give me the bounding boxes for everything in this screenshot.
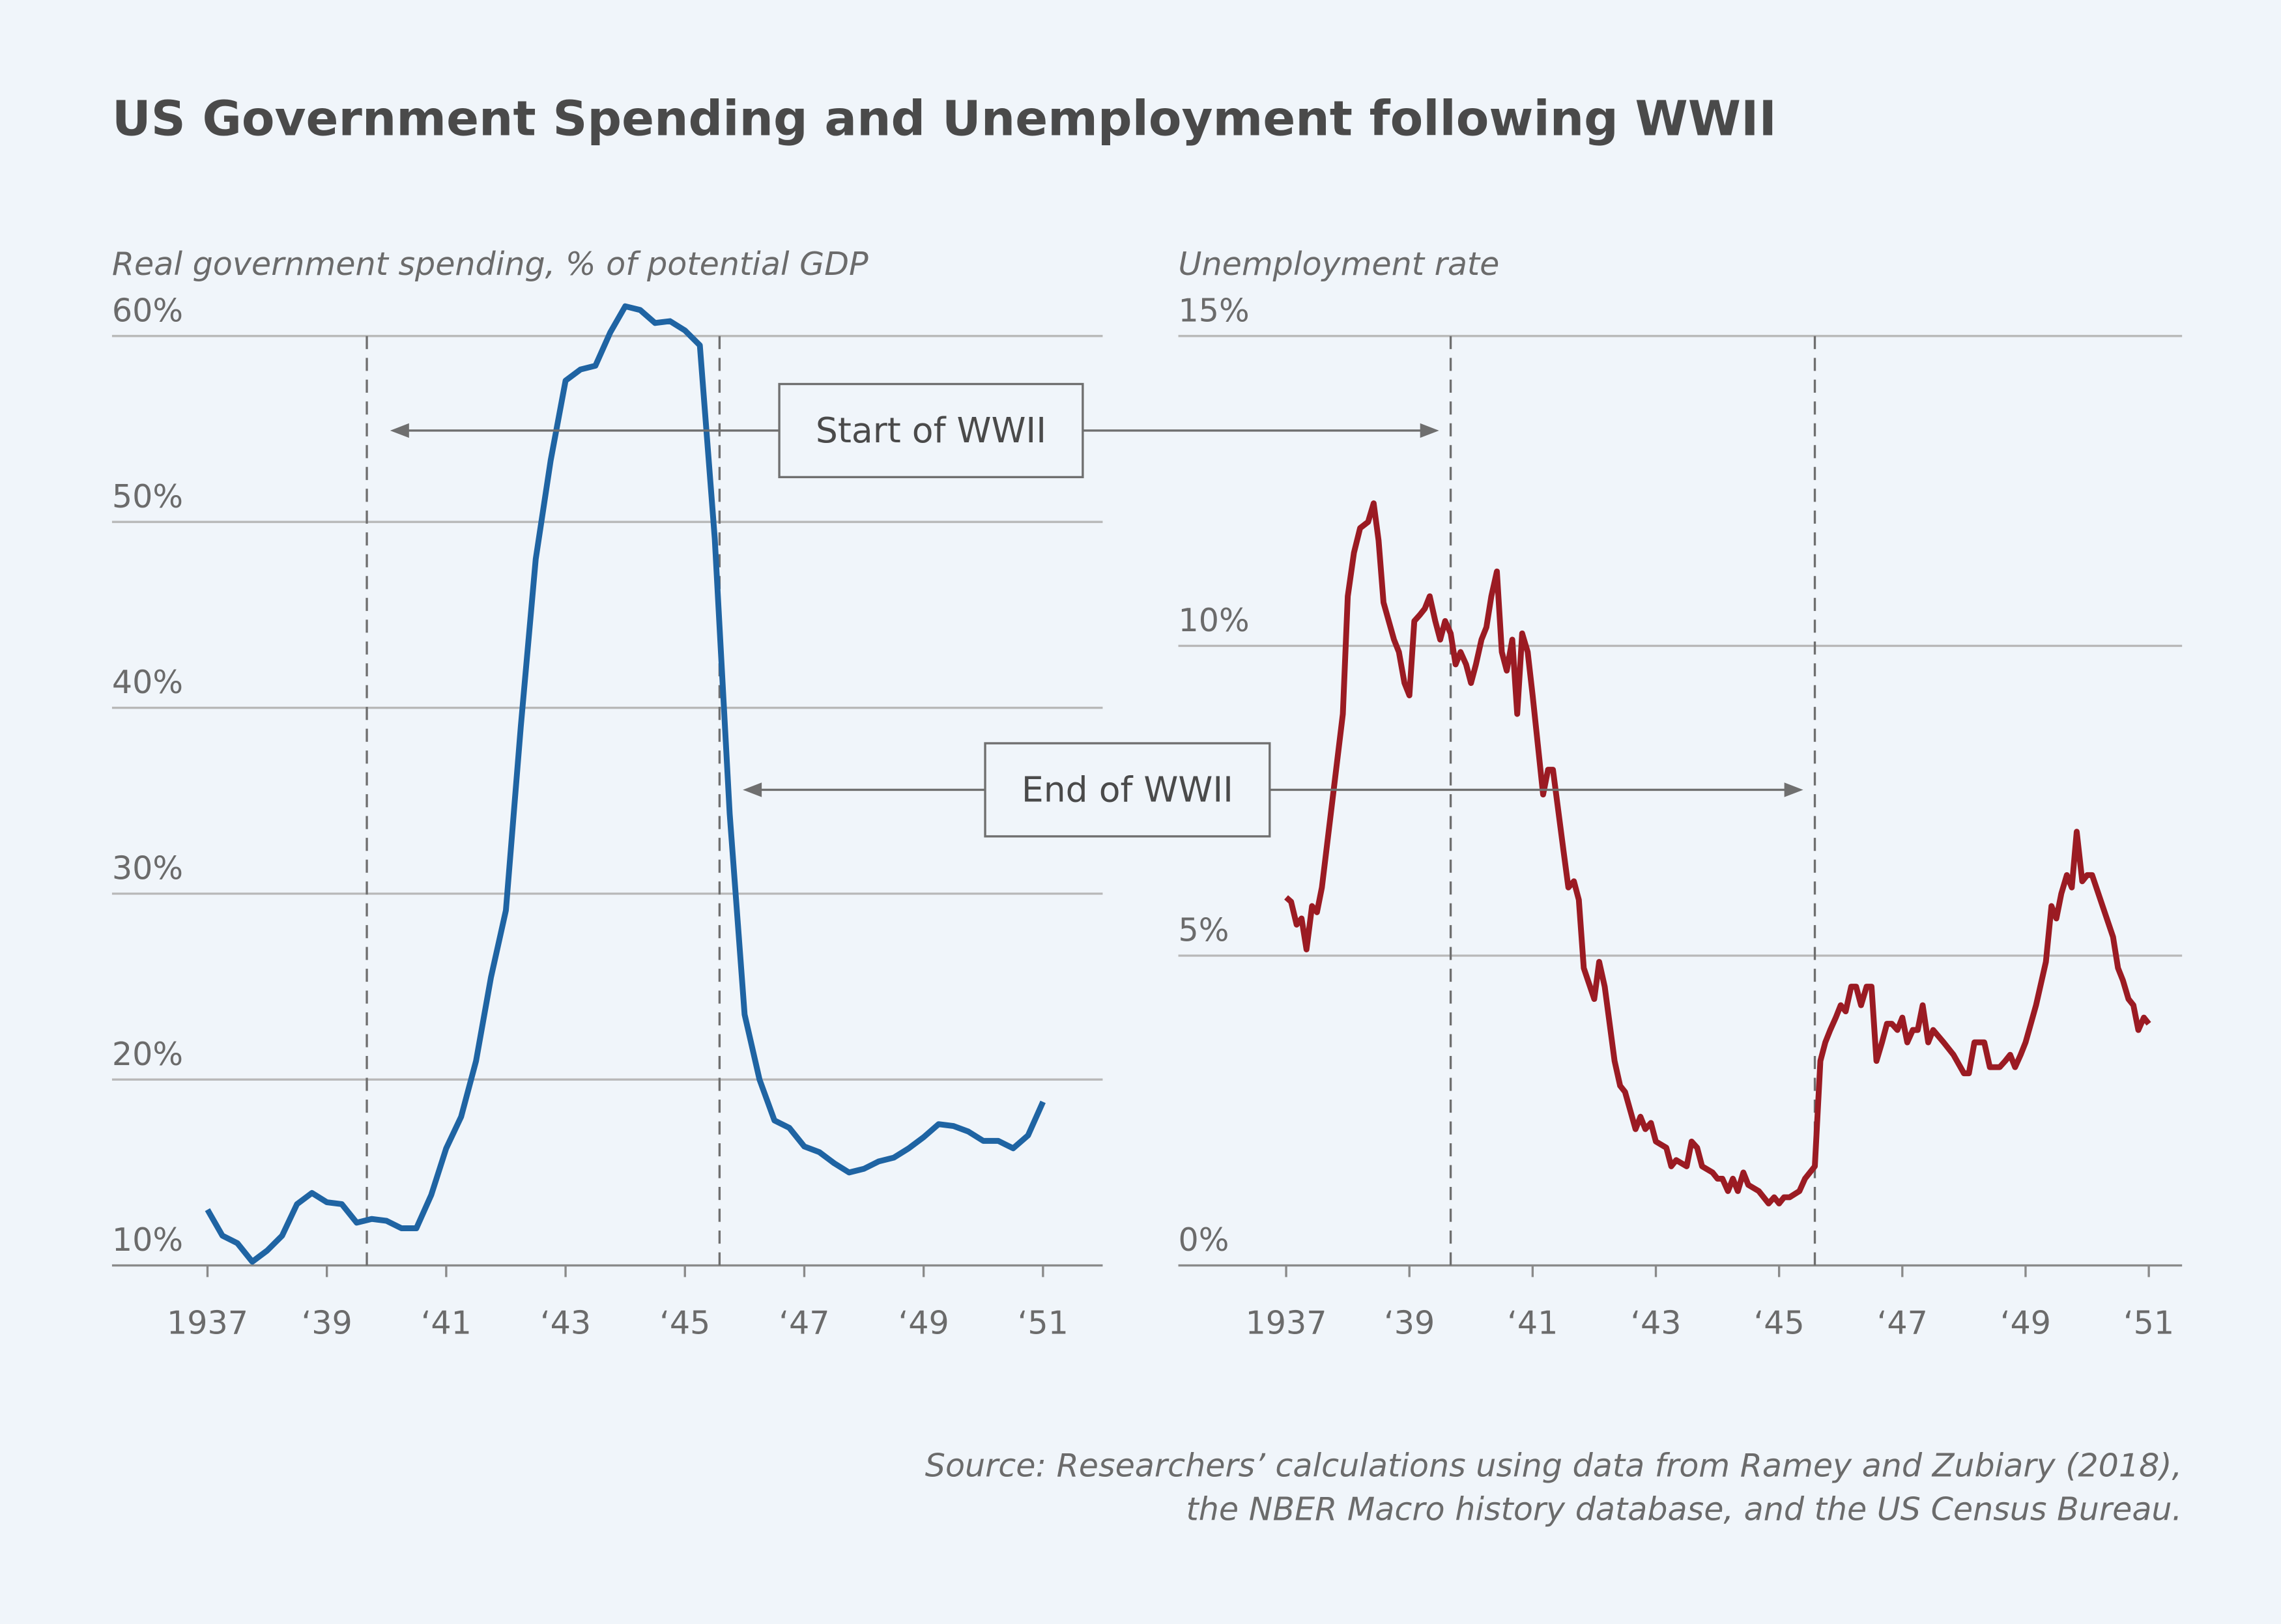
- source-note: Source: Researchers’ calculations using …: [925, 1446, 2182, 1484]
- y-tick-label: 0%: [1179, 1221, 1229, 1259]
- event-annotation: Start of WWII: [390, 382, 1439, 479]
- x-tick-label: ‘49: [2000, 1304, 2051, 1342]
- arrow-head: [1420, 423, 1439, 438]
- y-tick-label: 15%: [1179, 291, 1250, 329]
- x-tick-label: ‘45: [1754, 1304, 1805, 1342]
- y-tick-label: 40%: [112, 663, 183, 701]
- data-line: [205, 303, 1046, 1265]
- event-annotation: End of WWII: [743, 742, 1803, 838]
- y-tick-label: 50%: [112, 477, 183, 515]
- y-tick-label: 10%: [1179, 601, 1250, 639]
- x-tick-label: ‘51: [1018, 1304, 1069, 1342]
- x-tick-label: ‘43: [540, 1304, 591, 1342]
- event-label: End of WWII: [1022, 769, 1233, 810]
- x-tick-label: 1937: [1246, 1304, 1327, 1342]
- x-tick-label: ‘49: [898, 1304, 949, 1342]
- axis-title: Real government spending, % of potential…: [112, 245, 868, 283]
- x-tick-label: ‘41: [1507, 1304, 1558, 1342]
- x-tick-label: ‘39: [1384, 1304, 1435, 1342]
- x-tick-label: ‘47: [1877, 1304, 1928, 1342]
- y-tick-label: 20%: [112, 1035, 183, 1073]
- event-box: [778, 382, 1084, 479]
- y-tick-label: 30%: [112, 849, 183, 887]
- x-tick-label: ‘39: [302, 1304, 352, 1342]
- y-tick-label: 10%: [112, 1221, 183, 1259]
- event-label: Start of WWII: [816, 410, 1046, 451]
- x-tick-label: ‘43: [1630, 1304, 1681, 1342]
- y-tick-label: 60%: [112, 291, 183, 329]
- x-tick-label: ‘47: [779, 1304, 829, 1342]
- data-line: [1284, 500, 2151, 1206]
- arrow-head: [743, 782, 762, 797]
- axis-title: Unemployment rate: [1179, 245, 1500, 283]
- source-note: the NBER Macro history database, and the…: [1186, 1490, 2183, 1528]
- x-tick-label: ‘51: [2123, 1304, 2174, 1342]
- x-tick-label: 1937: [167, 1304, 248, 1342]
- event-box: [984, 742, 1271, 838]
- arrow-head: [390, 423, 409, 438]
- chart-title: US Government Spending and Unemployment …: [112, 92, 1777, 147]
- arrow-head: [1784, 782, 1803, 797]
- x-tick-label: ‘41: [421, 1304, 472, 1342]
- y-tick-label: 5%: [1179, 911, 1229, 949]
- x-tick-label: ‘45: [659, 1304, 710, 1342]
